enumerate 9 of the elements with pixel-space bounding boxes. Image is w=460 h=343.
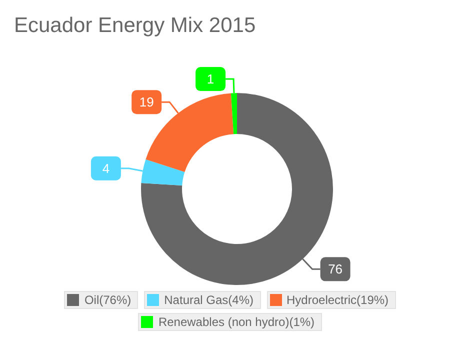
legend-label: Natural Gas(4%) <box>164 293 254 307</box>
legend-label: Renewables (non hydro)(1%) <box>158 315 315 329</box>
legend-label: Hydroelectric(19%) <box>286 293 389 307</box>
data-label: 76 <box>328 262 343 277</box>
data-label: 1 <box>206 72 214 87</box>
data-label: 4 <box>102 160 110 176</box>
data-label: 19 <box>139 94 154 110</box>
chart-title: Ecuador Energy Mix 2015 <box>14 14 256 38</box>
legend-label: Oil(76%) <box>84 293 132 307</box>
